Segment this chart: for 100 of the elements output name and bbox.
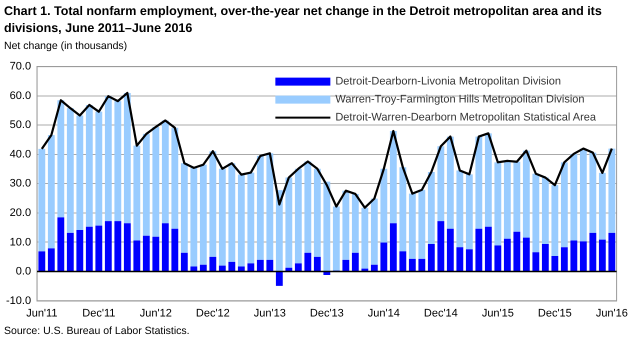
bar xyxy=(408,258,416,272)
bar xyxy=(504,238,511,272)
y-tick-label: 30.0 xyxy=(10,178,32,190)
bar xyxy=(332,206,340,271)
bar xyxy=(314,168,321,257)
x-tick-label: Jun'11 xyxy=(26,307,58,320)
bar xyxy=(48,248,55,272)
bar xyxy=(86,226,93,272)
bar xyxy=(95,226,102,272)
x-tick-label: Jun'16 xyxy=(596,307,628,320)
x-tick-label: Jun'13 xyxy=(254,307,286,320)
bar xyxy=(570,154,578,240)
bar xyxy=(152,126,160,237)
bar xyxy=(285,268,292,272)
bar xyxy=(399,167,406,252)
bar xyxy=(247,263,254,272)
bar xyxy=(323,182,330,272)
bar xyxy=(276,190,283,272)
y-tick-label: 60.0 xyxy=(10,90,32,102)
bar xyxy=(542,244,549,272)
bar xyxy=(570,240,578,272)
y-tick-label: 10.0 xyxy=(10,236,32,248)
bar xyxy=(361,208,368,269)
bar xyxy=(532,174,540,252)
x-tick-label: Jun'14 xyxy=(368,307,400,320)
bar xyxy=(390,223,397,272)
x-tick-label: Jun'12 xyxy=(140,307,172,320)
bar xyxy=(171,128,178,229)
bar xyxy=(598,172,606,240)
bar xyxy=(142,236,150,272)
bar xyxy=(133,240,140,272)
bar xyxy=(104,221,112,272)
bar xyxy=(48,135,55,248)
bar xyxy=(361,268,368,272)
bar xyxy=(180,252,188,272)
bar xyxy=(266,153,274,260)
bar xyxy=(218,266,226,272)
legend-label: Detroit-Warren-Dearborn Metropolitan Statistical Area xyxy=(335,112,597,124)
bar xyxy=(190,266,198,272)
bar xyxy=(95,112,102,226)
bar xyxy=(238,174,245,267)
bar xyxy=(608,148,616,233)
chart-title: Chart 1. Total nonfarm employment, over-the-year net change in the Detroit metropolitan area and its divisions, June 2011–June 2016 xyxy=(4,3,603,37)
bar xyxy=(399,251,406,272)
bar xyxy=(494,162,502,246)
bar xyxy=(76,230,84,272)
bar xyxy=(475,228,482,272)
bar xyxy=(114,221,122,272)
y-tick-label: 20.0 xyxy=(10,207,32,220)
bar xyxy=(200,264,207,272)
bar xyxy=(418,190,426,259)
bar xyxy=(532,252,540,272)
bar xyxy=(209,256,216,272)
x-tick-label: Dec'14 xyxy=(424,307,458,320)
bar xyxy=(218,168,226,266)
x-tick-label: Dec'15 xyxy=(538,307,572,320)
bar xyxy=(66,232,74,272)
bar xyxy=(38,251,46,272)
bar xyxy=(314,256,321,272)
bar xyxy=(446,228,454,272)
bar xyxy=(124,92,131,224)
bar xyxy=(57,217,64,272)
bar xyxy=(238,266,245,272)
bar xyxy=(428,244,435,272)
bar xyxy=(428,172,435,244)
bar xyxy=(466,174,473,250)
bar xyxy=(228,262,236,272)
bar xyxy=(247,172,254,264)
bar xyxy=(86,104,93,227)
bar xyxy=(475,136,482,229)
bar xyxy=(256,156,264,260)
y-tick-label: 70.0 xyxy=(10,60,32,73)
bar xyxy=(304,252,312,272)
bar xyxy=(152,236,160,272)
x-tick-label: Dec'13 xyxy=(310,307,344,320)
bar xyxy=(200,164,207,265)
bar xyxy=(142,134,150,236)
bar xyxy=(266,260,274,272)
bar xyxy=(598,240,606,272)
x-tick-label: Dec'11 xyxy=(82,307,116,320)
bar xyxy=(390,131,397,224)
bar xyxy=(304,161,312,253)
bar xyxy=(133,146,140,240)
legend-label: Detroit-Dearborn-Livonia Metropolitan Division xyxy=(335,76,561,88)
bar xyxy=(162,120,169,224)
bar xyxy=(522,238,530,272)
bar xyxy=(162,223,169,272)
bar xyxy=(228,163,236,262)
x-tick-label: Dec'12 xyxy=(196,307,230,320)
bar xyxy=(171,228,178,272)
bar xyxy=(551,185,558,256)
bar xyxy=(560,247,568,272)
bar xyxy=(408,194,416,259)
bar xyxy=(114,101,122,222)
bar xyxy=(560,162,568,248)
bar xyxy=(380,168,388,243)
source-note: Source: U.S. Bureau of Labor Statistics. xyxy=(4,325,190,337)
bar xyxy=(494,245,502,272)
y-axis-title: Net change (in thousands) xyxy=(4,40,128,52)
bar xyxy=(589,152,596,233)
